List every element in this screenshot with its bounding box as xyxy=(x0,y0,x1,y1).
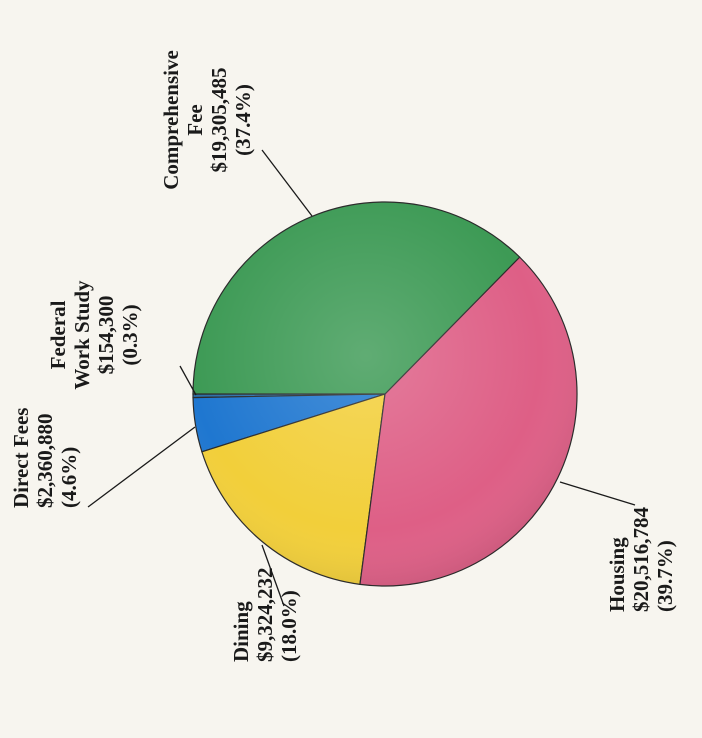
leader-line-housing xyxy=(559,481,636,506)
slice-label-direct: Direct Fees$2,360,880(4.6%) xyxy=(9,408,81,508)
leader-line-federal xyxy=(179,365,197,396)
leader-lines xyxy=(87,149,636,607)
slice-label-housing: Housing$20,516,784(39.7%) xyxy=(605,507,677,613)
slice-label-federal: FederalWork Study$154,300(0.3%) xyxy=(46,280,142,390)
slice-label-dining: Dining$9,324,232(18.0%) xyxy=(229,568,301,663)
leader-line-direct xyxy=(87,426,196,508)
slice-label-comprehensive: ComprehensiveFee$19,305,485(37.4%) xyxy=(159,50,255,190)
leader-line-comprehensive xyxy=(261,149,313,217)
leader-line-dining xyxy=(261,544,285,607)
pie-slices xyxy=(192,201,578,587)
slice-labels: FederalWork Study$154,300(0.3%) Direct Fe… xyxy=(9,50,677,662)
